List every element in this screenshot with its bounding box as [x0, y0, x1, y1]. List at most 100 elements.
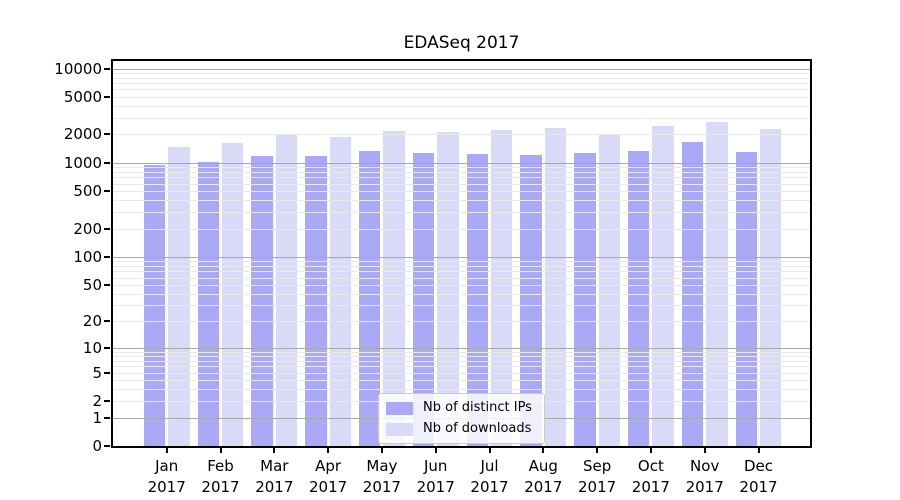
chart-title: EDASeq 2017	[403, 33, 520, 53]
gridline-major-10000	[113, 68, 810, 70]
gridline-minor-800	[113, 172, 810, 173]
y-tick-label-5000: 5000	[63, 87, 102, 106]
gridline-minor-4	[113, 380, 810, 381]
x-tick-may	[380, 448, 383, 453]
bar-ips-may	[359, 150, 381, 446]
gridline-major-10	[113, 347, 810, 349]
gridline-major-100	[113, 256, 810, 258]
x-tick-nov	[703, 448, 706, 453]
x-tick-mar	[273, 448, 276, 453]
y-tick-label-10: 10	[82, 338, 102, 357]
bar-ips-oct	[628, 150, 650, 446]
legend-label-downloads: Nb of downloads	[423, 421, 532, 436]
y-tick-50	[104, 283, 110, 286]
gridline-minor-6	[113, 366, 810, 368]
bar-downloads-apr	[329, 137, 351, 446]
bar-ips-feb	[197, 162, 219, 446]
gridline-minor-50	[113, 284, 810, 286]
plot-area: Nb of distinct IPs Nb of downloads	[111, 59, 812, 448]
x-tick-oct	[649, 448, 652, 453]
bar-ips-sep	[574, 153, 596, 446]
y-tick-20	[104, 320, 110, 323]
gridline-minor-30	[113, 305, 810, 307]
x-tick-label-mar: Mar 2017	[255, 457, 294, 496]
gridline-minor-4000	[113, 106, 810, 107]
legend-swatch-distinct-ips	[386, 401, 413, 415]
y-tick-label-2000: 2000	[63, 125, 102, 144]
x-tick-label-jan: Jan 2017	[147, 457, 186, 496]
gridline-minor-9000	[113, 72, 810, 74]
x-tick-jun	[434, 448, 437, 453]
y-tick-100	[104, 255, 110, 258]
y-tick-label-0: 0	[92, 437, 102, 455]
y-tick-label-20: 20	[82, 312, 102, 331]
gridline-minor-700	[113, 177, 810, 179]
gridline-minor-400	[113, 200, 810, 202]
bar-downloads-aug	[544, 128, 567, 446]
bar-downloads-dec	[760, 128, 782, 446]
y-tick-2	[104, 400, 110, 402]
bar-downloads-jun	[437, 131, 459, 446]
legend-label-distinct-ips: Nb of distinct IPs	[423, 400, 532, 415]
gridline-minor-8	[113, 355, 810, 357]
gridline-minor-200	[113, 228, 810, 230]
y-tick-5000	[104, 95, 110, 98]
y-tick-10000	[104, 67, 110, 70]
x-tick-label-aug: Aug 2017	[524, 457, 563, 496]
legend-item-downloads: Nb of downloads	[386, 422, 532, 436]
legend-swatch-downloads	[386, 422, 413, 436]
bar-downloads-jan	[168, 146, 190, 446]
y-tick-1000	[104, 161, 110, 164]
y-tick-label-500: 500	[73, 182, 102, 201]
bar-downloads-mar	[275, 135, 298, 446]
y-tick-label-2: 2	[92, 392, 102, 410]
y-tick-5	[104, 371, 110, 374]
gridline-minor-5000	[113, 96, 810, 98]
y-tick-0	[104, 445, 110, 447]
x-tick-label-nov: Nov 2017	[685, 457, 724, 496]
x-tick-label-sep: Sep 2017	[578, 457, 617, 496]
y-tick-10	[104, 346, 110, 349]
bar-downloads-oct	[652, 126, 674, 446]
gridline-minor-7000	[113, 83, 810, 85]
gridline-minor-900	[113, 167, 810, 169]
gridline-minor-3000	[113, 117, 810, 119]
y-tick-200	[104, 227, 110, 230]
gridline-minor-90	[113, 261, 810, 263]
x-tick-feb	[219, 448, 222, 453]
bar-downloads-nov	[706, 122, 728, 446]
gridline-minor-70	[113, 271, 810, 273]
y-tick-label-5: 5	[92, 363, 102, 382]
gridline-minor-6000	[113, 89, 810, 91]
gridline-minor-5	[113, 372, 810, 374]
x-tick-label-feb: Feb 2017	[201, 457, 240, 496]
bar-downloads-sep	[598, 134, 620, 446]
gridline-minor-3	[113, 389, 810, 391]
x-tick-dec	[757, 448, 760, 453]
x-tick-label-apr: Apr 2017	[309, 457, 348, 496]
x-tick-label-may: May 2017	[362, 457, 401, 496]
y-tick-label-1: 1	[92, 408, 102, 427]
gridline-minor-300	[113, 212, 810, 214]
gridline-minor-80	[113, 265, 810, 267]
x-tick-label-oct: Oct 2017	[631, 457, 670, 496]
x-tick-sep	[596, 448, 599, 453]
gridline-minor-600	[113, 183, 810, 185]
bar-ips-dec	[735, 152, 757, 446]
y-tick-2000	[104, 133, 110, 136]
y-tick-label-50: 50	[82, 275, 102, 294]
gridline-minor-40	[113, 293, 810, 295]
legend: Nb of distinct IPs Nb of downloads	[378, 393, 545, 444]
x-tick-jul	[488, 448, 491, 453]
gridline-major-1000	[113, 162, 810, 164]
y-tick-label-10000: 10000	[54, 59, 102, 78]
x-tick-apr	[327, 448, 330, 453]
gridline-minor-9	[113, 351, 810, 353]
x-tick-jan	[165, 448, 168, 453]
x-tick-aug	[542, 448, 545, 453]
y-tick-label-200: 200	[73, 219, 102, 238]
y-tick-label-100: 100	[73, 247, 102, 266]
gridline-minor-2000	[113, 134, 810, 136]
y-tick-500	[104, 190, 110, 193]
y-tick-1	[104, 416, 110, 419]
